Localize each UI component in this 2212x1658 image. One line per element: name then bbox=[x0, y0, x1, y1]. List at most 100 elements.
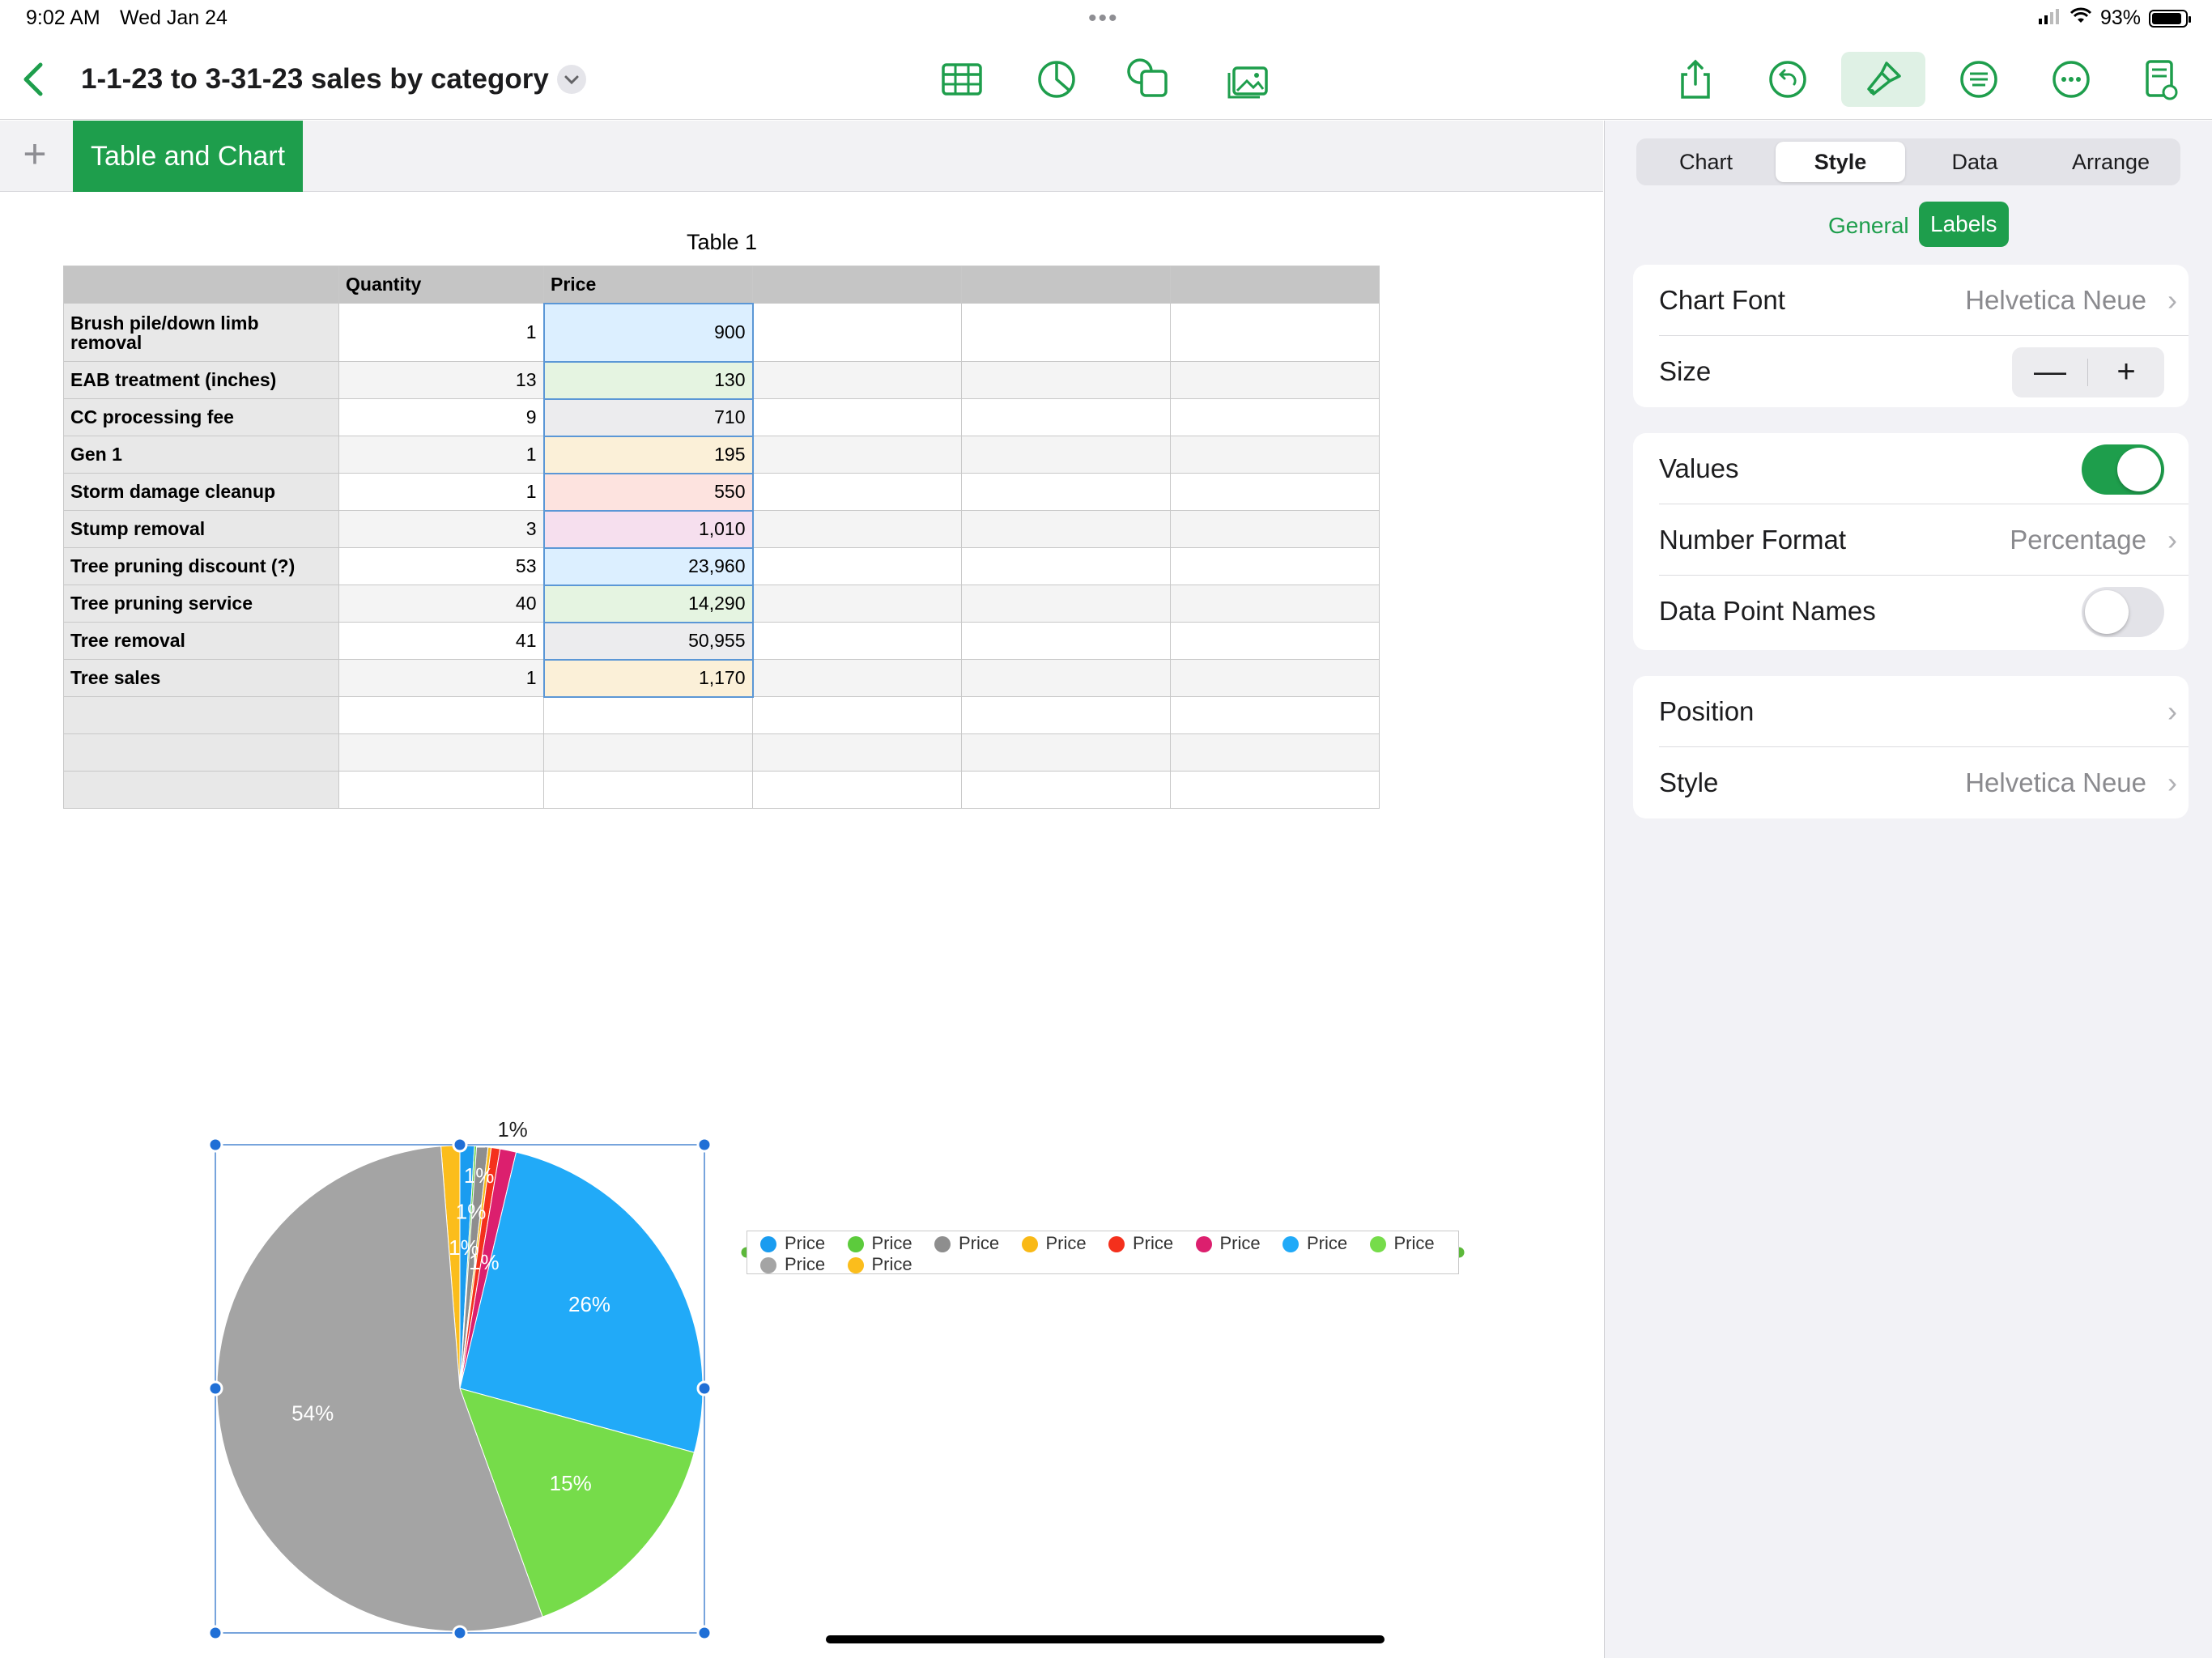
subtab-general[interactable]: General bbox=[1828, 213, 1909, 238]
empty-cell[interactable] bbox=[1170, 771, 1380, 809]
number-format-row[interactable]: Number Format Percentage › bbox=[1659, 504, 2189, 576]
quantity-cell[interactable]: 41 bbox=[338, 622, 544, 660]
table-title[interactable]: Table 1 bbox=[687, 230, 758, 254]
empty-row[interactable] bbox=[63, 696, 1380, 734]
row-name-cell[interactable]: Tree pruning service bbox=[63, 585, 339, 623]
legend-item[interactable]: Price bbox=[1195, 1233, 1261, 1254]
header-cell[interactable] bbox=[1170, 266, 1380, 304]
empty-cell[interactable] bbox=[752, 436, 962, 474]
resize-handle[interactable] bbox=[207, 1625, 223, 1641]
empty-cell[interactable] bbox=[1170, 473, 1380, 511]
empty-cell[interactable] bbox=[1170, 303, 1380, 362]
row-name-cell[interactable]: Brush pile/down limb removal bbox=[63, 303, 339, 362]
price-cell[interactable]: 50,955 bbox=[542, 621, 754, 661]
table-row[interactable]: Brush pile/down limb removal 1 900 bbox=[63, 302, 1380, 363]
empty-cell[interactable] bbox=[961, 622, 1171, 660]
multitasking-dots-icon[interactable]: ••• bbox=[1088, 5, 1119, 32]
empty-cell[interactable] bbox=[961, 733, 1171, 772]
pie-chart-svg[interactable]: 1%1%1%1%1%1%1%26%15%54% bbox=[0, 897, 1603, 1658]
empty-cell[interactable] bbox=[961, 771, 1171, 809]
empty-cell[interactable] bbox=[338, 771, 544, 809]
header-cell[interactable]: Price bbox=[543, 266, 753, 304]
empty-cell[interactable] bbox=[543, 771, 753, 809]
quantity-cell[interactable]: 1 bbox=[338, 659, 544, 697]
row-name-cell[interactable]: CC processing fee bbox=[63, 398, 339, 436]
tab-table-and-chart[interactable]: Table and Chart bbox=[73, 121, 304, 192]
header-cell[interactable]: Quantity bbox=[338, 266, 544, 304]
table-row[interactable]: Tree removal 41 50,955 bbox=[63, 621, 1380, 661]
price-cell[interactable]: 1,170 bbox=[542, 658, 754, 698]
quantity-cell[interactable]: 1 bbox=[338, 436, 544, 474]
chart-font-row[interactable]: Chart Font Helvetica Neue › bbox=[1659, 265, 2189, 336]
table-row[interactable]: EAB treatment (inches) 13 130 bbox=[63, 360, 1380, 400]
resize-handle[interactable] bbox=[207, 1380, 223, 1397]
legend-item[interactable]: Price bbox=[847, 1254, 912, 1275]
legend-item[interactable]: Price bbox=[760, 1233, 825, 1254]
quantity-cell[interactable]: 13 bbox=[338, 361, 544, 399]
empty-cell[interactable] bbox=[63, 771, 339, 809]
tab-arrange[interactable]: Arrange bbox=[2071, 150, 2150, 174]
tab-data[interactable]: Data bbox=[1951, 150, 1998, 174]
price-cell[interactable]: 14,290 bbox=[542, 584, 754, 623]
insert-table-button[interactable] bbox=[939, 57, 985, 102]
table-row[interactable]: CC processing fee 9 710 bbox=[63, 397, 1380, 437]
format-button[interactable] bbox=[1841, 52, 1925, 107]
empty-cell[interactable] bbox=[1170, 696, 1380, 734]
price-cell[interactable]: 710 bbox=[542, 397, 754, 437]
quantity-cell[interactable]: 40 bbox=[338, 585, 544, 623]
empty-cell[interactable] bbox=[63, 733, 339, 772]
size-increase-button[interactable]: + bbox=[2116, 354, 2136, 389]
legend-item[interactable]: Price bbox=[1021, 1233, 1087, 1254]
row-name-cell[interactable]: Storm damage cleanup bbox=[63, 473, 339, 511]
legend-item[interactable]: Price bbox=[934, 1233, 999, 1254]
empty-row[interactable] bbox=[63, 733, 1380, 772]
empty-cell[interactable] bbox=[543, 696, 753, 734]
empty-cell[interactable] bbox=[752, 547, 962, 585]
empty-cell[interactable] bbox=[1170, 547, 1380, 585]
table-row[interactable]: Storm damage cleanup 1 550 bbox=[63, 472, 1380, 512]
resize-handle[interactable] bbox=[452, 1137, 468, 1153]
empty-row[interactable] bbox=[63, 771, 1380, 809]
header-cell[interactable] bbox=[752, 266, 962, 304]
empty-cell[interactable] bbox=[961, 398, 1171, 436]
back-button[interactable] bbox=[18, 60, 50, 99]
pie-slice[interactable] bbox=[459, 1151, 704, 1453]
empty-cell[interactable] bbox=[752, 473, 962, 511]
insert-chart-button[interactable] bbox=[1034, 57, 1079, 102]
empty-cell[interactable] bbox=[1170, 733, 1380, 772]
table-row[interactable]: Tree pruning discount (?) 53 23,960 bbox=[63, 546, 1380, 586]
price-cell[interactable]: 550 bbox=[542, 472, 754, 512]
tab-style[interactable]: Style bbox=[1776, 142, 1905, 182]
empty-cell[interactable] bbox=[961, 361, 1171, 399]
empty-cell[interactable] bbox=[1170, 436, 1380, 474]
table-row[interactable]: Tree sales 1 1,170 bbox=[63, 658, 1380, 698]
insert-shape-button[interactable] bbox=[1127, 57, 1172, 102]
home-indicator[interactable] bbox=[826, 1635, 1385, 1643]
empty-cell[interactable] bbox=[961, 585, 1171, 623]
resize-handle[interactable] bbox=[207, 1137, 223, 1153]
quantity-cell[interactable]: 53 bbox=[338, 547, 544, 585]
empty-cell[interactable] bbox=[961, 696, 1171, 734]
more-button[interactable] bbox=[2048, 57, 2094, 102]
empty-cell[interactable] bbox=[1170, 398, 1380, 436]
document-setup-button[interactable] bbox=[2138, 57, 2183, 102]
empty-cell[interactable] bbox=[752, 733, 962, 772]
empty-cell[interactable] bbox=[63, 696, 339, 734]
empty-cell[interactable] bbox=[961, 303, 1171, 362]
share-button[interactable] bbox=[1673, 57, 1718, 102]
empty-cell[interactable] bbox=[752, 585, 962, 623]
row-name-cell[interactable]: Tree pruning discount (?) bbox=[63, 547, 339, 585]
empty-cell[interactable] bbox=[338, 696, 544, 734]
legend-item[interactable]: Price bbox=[1283, 1233, 1347, 1254]
sheet-canvas[interactable]: Table 1 Quantity Price Brush pile/down l… bbox=[0, 193, 1603, 1658]
subtab-labels[interactable]: Labels bbox=[1919, 202, 2009, 247]
empty-cell[interactable] bbox=[961, 473, 1171, 511]
data-point-names-toggle[interactable] bbox=[2082, 587, 2164, 637]
row-name-cell[interactable]: Stump removal bbox=[63, 510, 339, 548]
empty-cell[interactable] bbox=[1170, 510, 1380, 548]
row-name-cell[interactable]: Tree sales bbox=[63, 659, 339, 697]
resize-handle[interactable] bbox=[696, 1380, 713, 1397]
values-toggle[interactable] bbox=[2082, 444, 2164, 495]
size-decrease-button[interactable]: — bbox=[2034, 354, 2066, 389]
table-row[interactable]: Gen 1 1 195 bbox=[63, 435, 1380, 474]
